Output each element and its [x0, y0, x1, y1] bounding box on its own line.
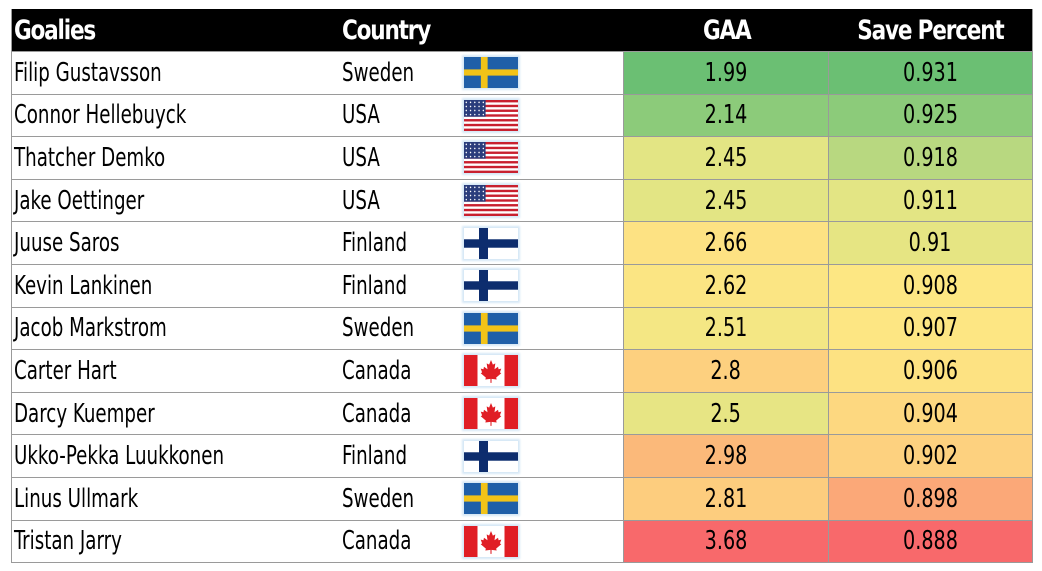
gaa-cell: 2.62: [624, 264, 829, 307]
goalie-name-cell: Jake Oettinger: [14, 185, 145, 216]
country-cell: Finland: [342, 228, 408, 259]
gaa-cell: 2.45: [624, 179, 829, 222]
goalie-name-cell: Linus Ullmark: [14, 483, 139, 514]
usa-flag-icon: [462, 137, 624, 179]
goalie-name-cell: Ukko-Pekka Luukkonen: [14, 441, 225, 472]
save-percent-cell: 0.925: [829, 94, 1032, 137]
save-percent-cell: 0.906: [829, 350, 1032, 392]
save-percent-cell: 0.908: [829, 264, 1032, 307]
table-row: Linus Ullmark Sweden 2.81 0.898: [12, 476, 1032, 520]
table-row: Connor Hellebuyck USA 2.14 0.925: [12, 93, 1032, 137]
country-cell: Sweden: [342, 313, 415, 344]
gaa-cell: 2.81: [624, 477, 829, 520]
country-cell: Canada: [342, 355, 412, 386]
save-percent-cell: 0.902: [829, 435, 1032, 477]
goalie-name-cell: Darcy Kuemper: [14, 398, 155, 429]
table-row: Thatcher Demko USA 2.45 0.918: [12, 136, 1032, 179]
table-row: Ukko-Pekka Luukkonen Finland 2.98 0.902: [12, 434, 1032, 477]
goalie-stats-table: Goalies Country GAA Save Percent Filip G…: [11, 9, 1033, 564]
country-cell: Sweden: [342, 57, 415, 88]
canada-flag-icon: [462, 350, 624, 392]
gaa-cell: 2.66: [624, 222, 829, 264]
header-save-percent: Save Percent: [857, 14, 1004, 46]
table-row: Juuse Saros Finland 2.66 0.91: [12, 221, 1032, 264]
country-cell: USA: [342, 142, 380, 173]
table-row: Jacob Markstrom Sweden 2.51 0.907: [12, 306, 1032, 350]
sweden-flag-icon: [462, 477, 624, 520]
save-percent-cell: 0.907: [829, 307, 1032, 350]
save-percent-cell: 0.888: [829, 520, 1032, 563]
country-cell: Canada: [342, 398, 412, 429]
country-cell: USA: [342, 185, 380, 216]
gaa-cell: 2.5: [624, 392, 829, 435]
save-percent-cell: 0.91: [829, 222, 1032, 264]
usa-flag-icon: [462, 179, 624, 222]
save-percent-cell: 0.898: [829, 477, 1032, 520]
country-cell: Finland: [342, 270, 408, 301]
header-gaa: GAA: [702, 14, 752, 46]
table-row: Kevin Lankinen Finland 2.62 0.908: [12, 263, 1032, 307]
table-row: Filip Gustavsson Sweden 1.99 0.931: [12, 51, 1032, 94]
table-header: Goalies Country GAA Save Percent: [12, 9, 1032, 51]
save-percent-cell: 0.918: [829, 137, 1032, 179]
header-goalies: Goalies: [14, 14, 96, 46]
finland-flag-icon: [462, 222, 624, 264]
sweden-flag-icon: [462, 307, 624, 350]
gaa-cell: 3.68: [624, 520, 829, 563]
goalie-name-cell: Thatcher Demko: [14, 142, 166, 173]
finland-flag-icon: [462, 435, 624, 477]
finland-flag-icon: [462, 264, 624, 307]
usa-flag-icon: [462, 94, 624, 137]
canada-flag-icon: [462, 520, 624, 563]
table-row: Carter Hart Canada 2.8 0.906: [12, 349, 1032, 392]
gaa-cell: 2.8: [624, 350, 829, 392]
save-percent-cell: 0.911: [829, 179, 1032, 222]
country-cell: USA: [342, 100, 380, 131]
canada-flag-icon: [462, 392, 624, 435]
sweden-flag-icon: [462, 52, 624, 94]
gaa-cell: 2.45: [624, 137, 829, 179]
country-cell: Canada: [342, 526, 412, 557]
goalie-name-cell: Carter Hart: [14, 355, 117, 386]
save-percent-cell: 0.931: [829, 52, 1032, 94]
gaa-cell: 2.98: [624, 435, 829, 477]
header-country: Country: [342, 14, 431, 46]
goalie-name-cell: Filip Gustavsson: [14, 57, 162, 88]
goalie-name-cell: Jacob Markstrom: [14, 313, 167, 344]
goalie-name-cell: Kevin Lankinen: [14, 270, 153, 301]
goalie-name-cell: Juuse Saros: [14, 228, 120, 259]
save-percent-cell: 0.904: [829, 392, 1032, 435]
goalie-name-cell: Tristan Jarry: [14, 526, 122, 557]
table-row: Jake Oettinger USA 2.45 0.911: [12, 178, 1032, 222]
goalie-name-cell: Connor Hellebuyck: [14, 100, 187, 131]
gaa-cell: 2.14: [624, 94, 829, 137]
gaa-cell: 2.51: [624, 307, 829, 350]
country-cell: Finland: [342, 441, 408, 472]
gaa-cell: 1.99: [624, 52, 829, 94]
table-row: Darcy Kuemper Canada 2.5 0.904: [12, 391, 1032, 435]
table-row: Tristan Jarry Canada 3.68 0.888: [12, 519, 1032, 563]
country-cell: Sweden: [342, 483, 415, 514]
table-body: Filip Gustavsson Sweden 1.99 0.931 Connor He…: [12, 51, 1032, 563]
